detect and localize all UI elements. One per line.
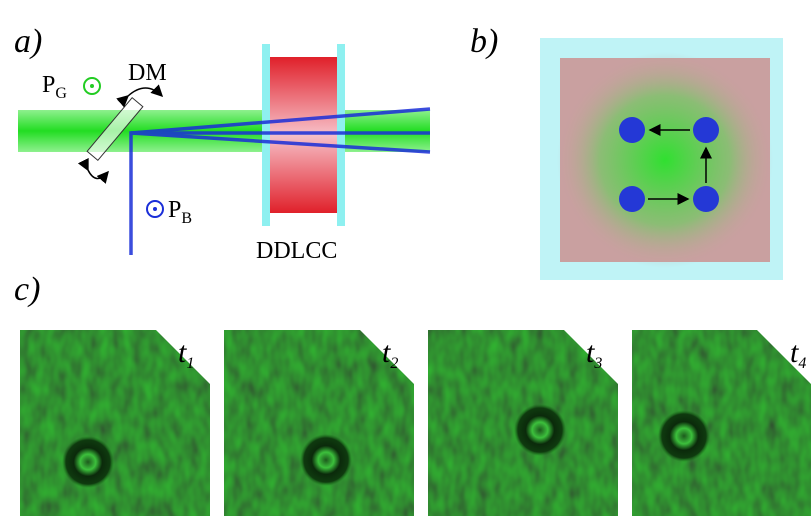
beam-spot [557, 52, 773, 268]
camera-frame: t2 [224, 330, 414, 516]
cell-plate [337, 44, 345, 226]
camera-frame: t1 [20, 330, 210, 516]
time-subscript: 3 [593, 355, 602, 372]
optical-vortex [62, 436, 114, 488]
optical-vortex [514, 404, 566, 456]
time-subscript: 1 [186, 355, 194, 372]
panel-label: b) [470, 23, 498, 60]
polarization-symbol [84, 78, 100, 94]
time-subscript: 2 [390, 355, 398, 372]
time-subscript: 4 [798, 355, 806, 372]
panel-label: c) [14, 271, 40, 308]
rotation-arrow [128, 88, 162, 96]
mirror-label: DM [128, 60, 167, 86]
lc-cell [270, 57, 337, 213]
cell-label: DDLCC [256, 238, 337, 264]
polarization-label: PB [168, 197, 192, 227]
polarization-label: PG [42, 72, 67, 102]
polarization-symbol [147, 201, 163, 217]
optical-vortex [658, 410, 710, 462]
cell-plate [262, 44, 270, 226]
rotation-arrow [88, 170, 108, 179]
green-beam [18, 110, 430, 152]
figure: a) PG DM PB DDLCC b) c) t1t2t3t4 [0, 0, 811, 516]
optical-vortex [300, 434, 352, 486]
panel-label: a) [14, 23, 42, 60]
speckle [632, 330, 811, 516]
camera-frame: t3 [428, 330, 618, 516]
camera-frame: t4 [632, 330, 811, 516]
